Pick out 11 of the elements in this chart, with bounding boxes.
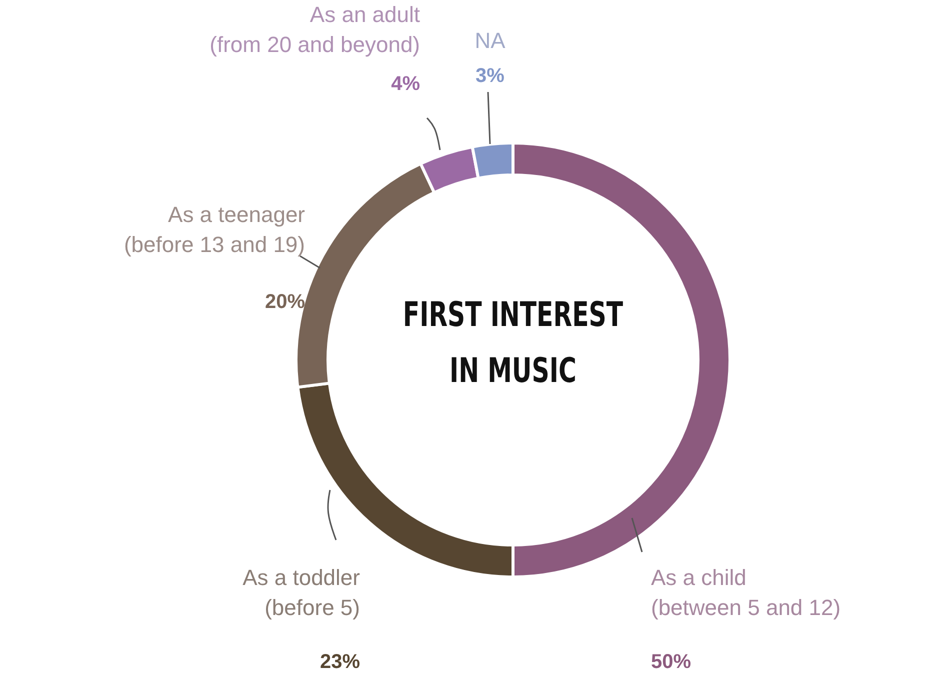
data-label: 4% (391, 73, 420, 95)
slice-label: As a teenager (before 13 and 19) (124, 202, 305, 257)
slice-label: As a child (between 5 and 12) (651, 565, 841, 620)
data-label: 3% (476, 65, 505, 87)
text: FIRST INTEREST IN MUSIC (402, 295, 624, 391)
slice-label: NA (474, 28, 506, 53)
slice-label: As an adult (from 20 and beyond) (210, 2, 420, 57)
data-label: 23% (320, 651, 360, 673)
data-label: 20% (264, 291, 306, 313)
data-label: 50% (651, 651, 692, 673)
slice-label: As a toddler (before 5) (242, 565, 360, 620)
